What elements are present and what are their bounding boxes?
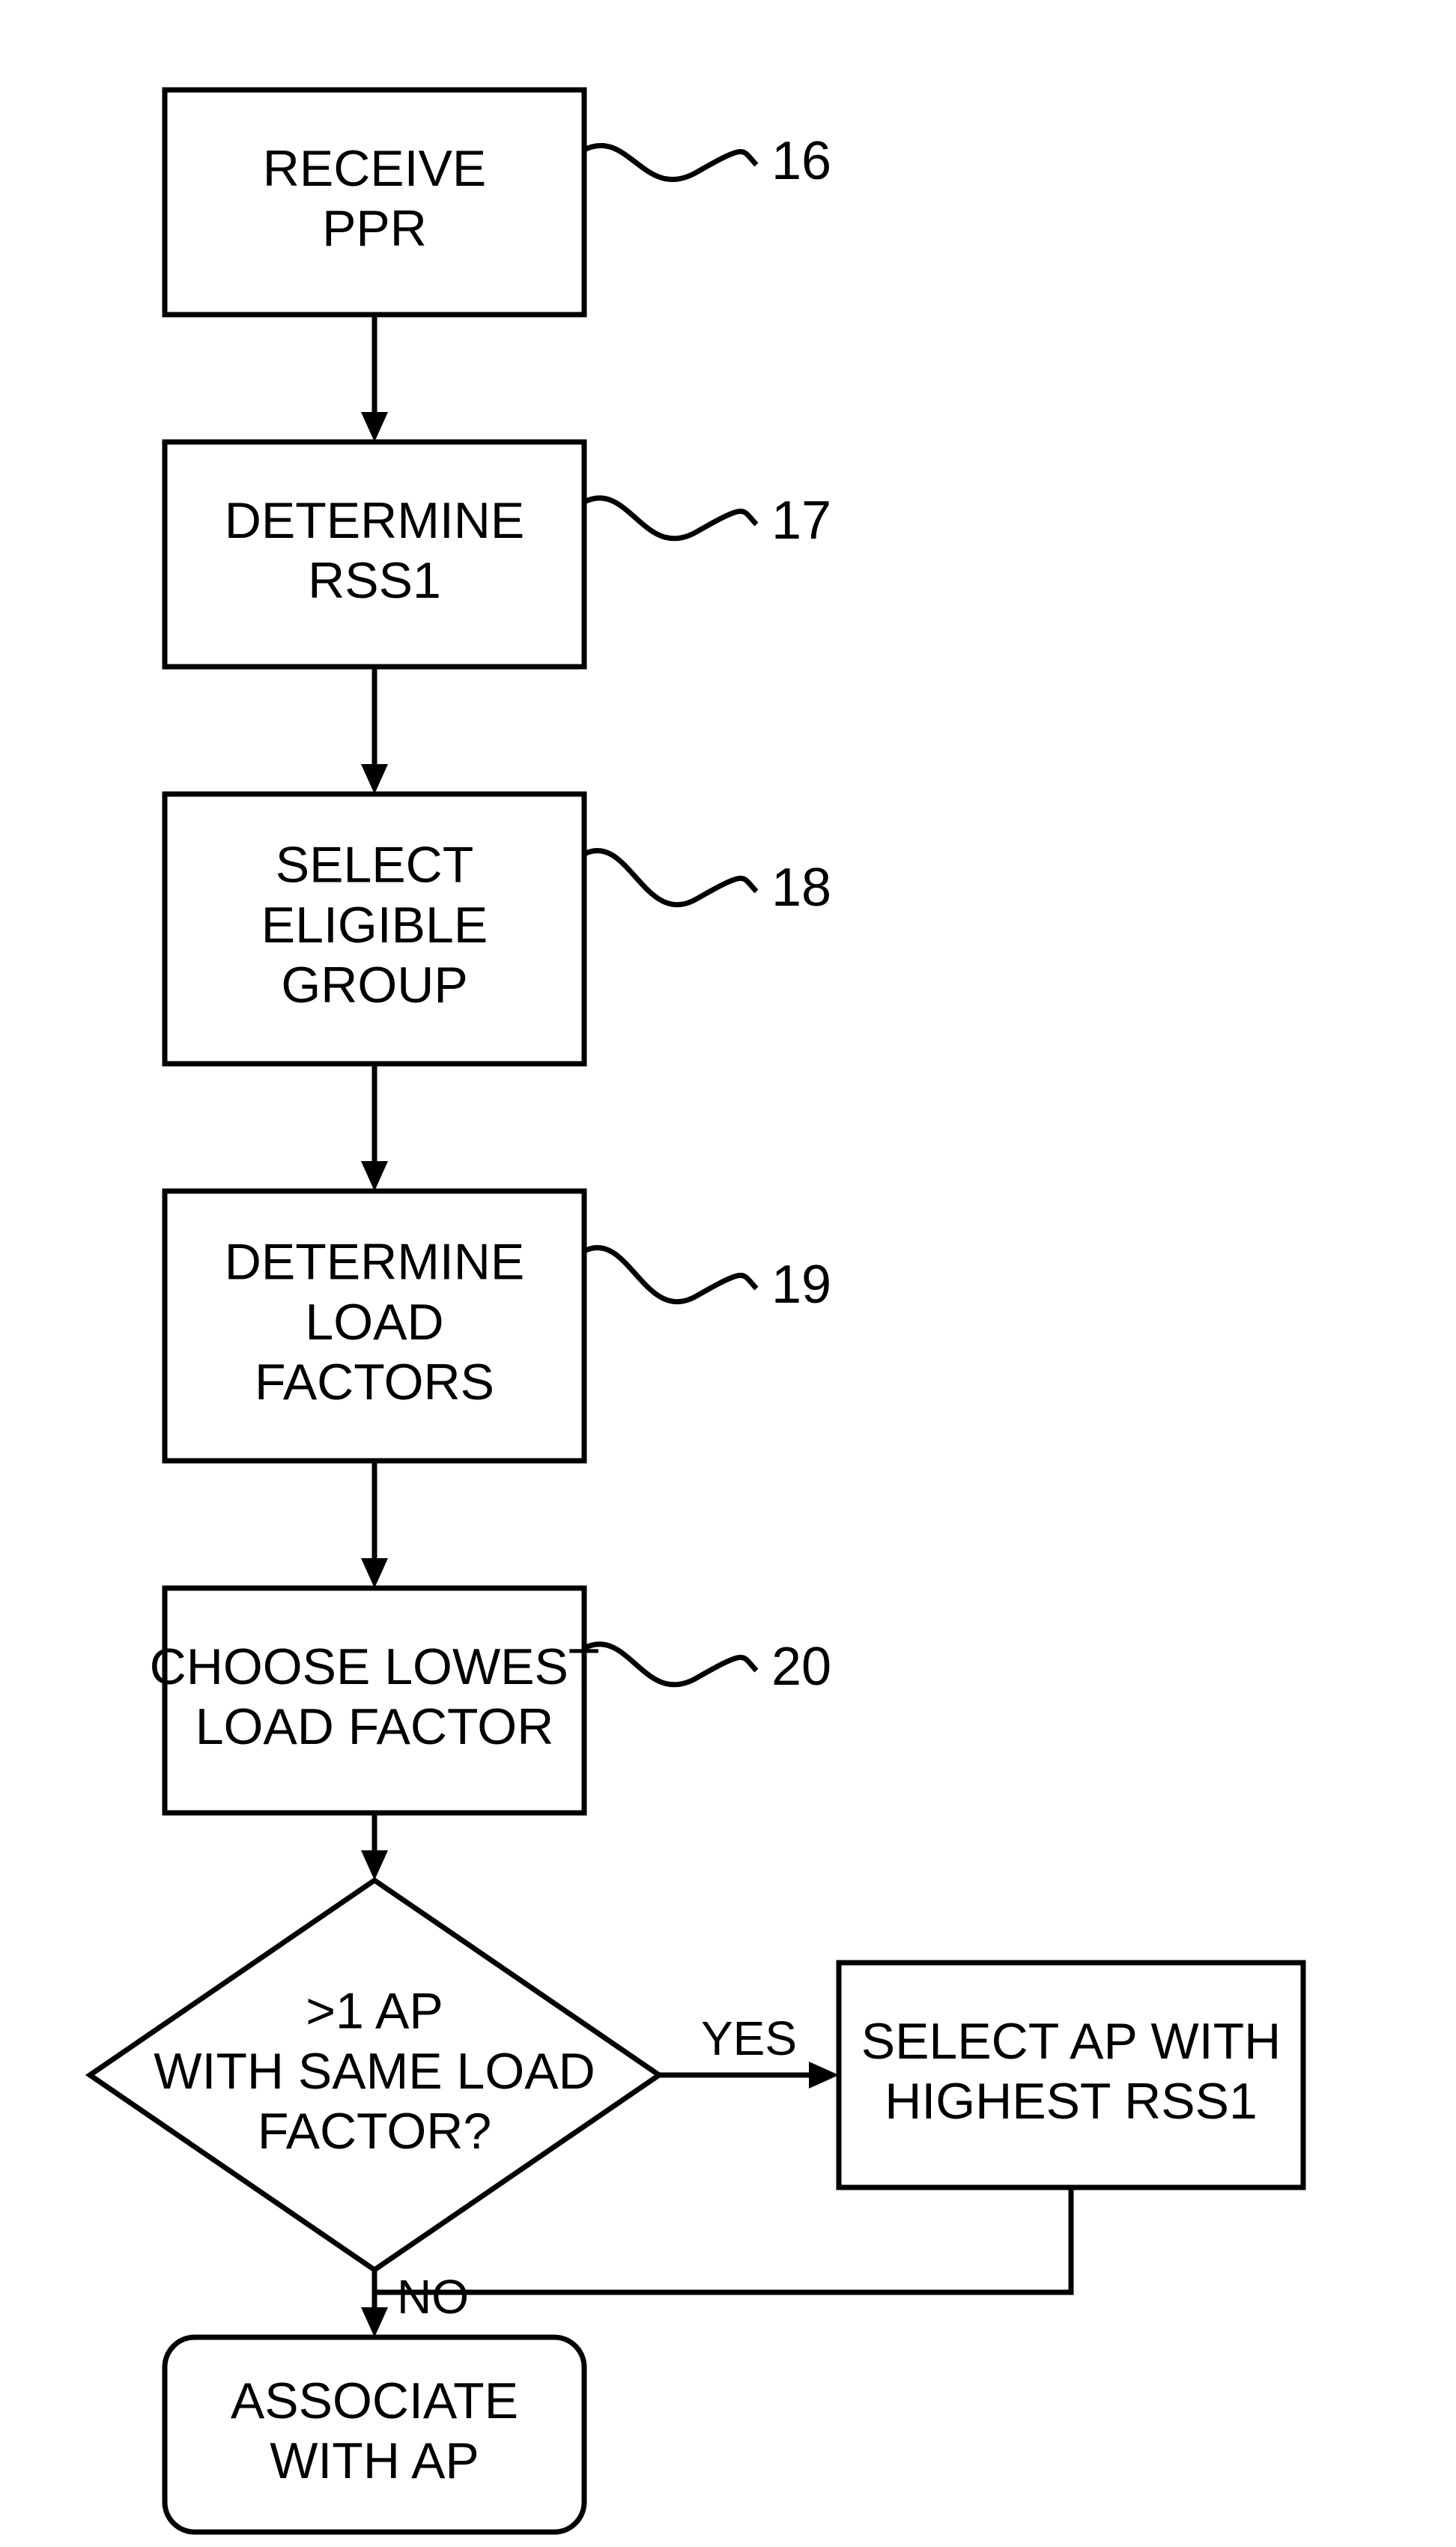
node-label: SELECT AP WITH [861, 2013, 1281, 2070]
node-label: DETERMINE [225, 1234, 524, 1291]
node-label: >1 AP [306, 1983, 443, 2040]
node-label: GROUP [281, 957, 467, 1014]
arrowhead [361, 2307, 388, 2337]
arrowhead [361, 1850, 388, 1880]
flowchart-canvas: RECEIVEPPRDETERMINERSS1SELECTELIGIBLEGRO… [0, 0, 1456, 2547]
node-label: FACTORS [255, 1354, 494, 1411]
node-n19: DETERMINELOADFACTORS [165, 1191, 584, 1461]
arrowhead [361, 412, 388, 442]
node-label: ASSOCIATE [231, 2372, 518, 2429]
ref-connector [584, 850, 756, 904]
node-label: SELECT [276, 837, 474, 894]
node-label: WITH SAME LOAD [154, 2043, 595, 2100]
node-end: ASSOCIATEWITH AP [165, 2337, 584, 2532]
node-label: ELIGIBLE [261, 897, 488, 954]
node-label: LOAD FACTOR [195, 1698, 554, 1755]
node-sel: SELECT AP WITHHIGHEST RSS1 [839, 1963, 1303, 2187]
ref-connector [584, 145, 756, 179]
ref-label: 17 [771, 491, 831, 551]
edge [374, 2187, 1071, 2292]
node-label: RSS1 [308, 552, 441, 609]
node-label: WITH AP [270, 2432, 479, 2489]
node-n17: DETERMINERSS1 [165, 442, 584, 667]
node-n16: RECEIVEPPR [165, 90, 584, 315]
node-label: LOAD [305, 1294, 443, 1351]
node-label: CHOOSE LOWEST [150, 1638, 600, 1695]
arrowhead [809, 2062, 839, 2089]
ref-label: 20 [771, 1637, 831, 1697]
ref-label: 19 [771, 1255, 831, 1315]
ref-connector [584, 1247, 756, 1301]
node-label: PPR [322, 200, 427, 257]
ref-connector [584, 1644, 756, 1685]
node-label: RECEIVE [263, 140, 487, 197]
ref-connector [584, 498, 756, 539]
node-label: HIGHEST RSS1 [885, 2073, 1258, 2130]
arrowhead [361, 1161, 388, 1191]
node-n18: SELECTELIGIBLEGROUP [165, 794, 584, 1064]
node-dec: >1 APWITH SAME LOADFACTOR? [90, 1880, 659, 2270]
ref-label: 16 [771, 131, 831, 191]
ref-label: 18 [771, 858, 831, 918]
arrowhead [361, 764, 388, 794]
edge-label: NO [397, 2270, 469, 2324]
arrowhead [361, 1558, 388, 1588]
edge-label: YES [701, 2011, 797, 2065]
node-label: DETERMINE [225, 492, 524, 549]
node-n20: CHOOSE LOWESTLOAD FACTOR [150, 1588, 600, 1813]
node-label: FACTOR? [258, 2103, 491, 2160]
